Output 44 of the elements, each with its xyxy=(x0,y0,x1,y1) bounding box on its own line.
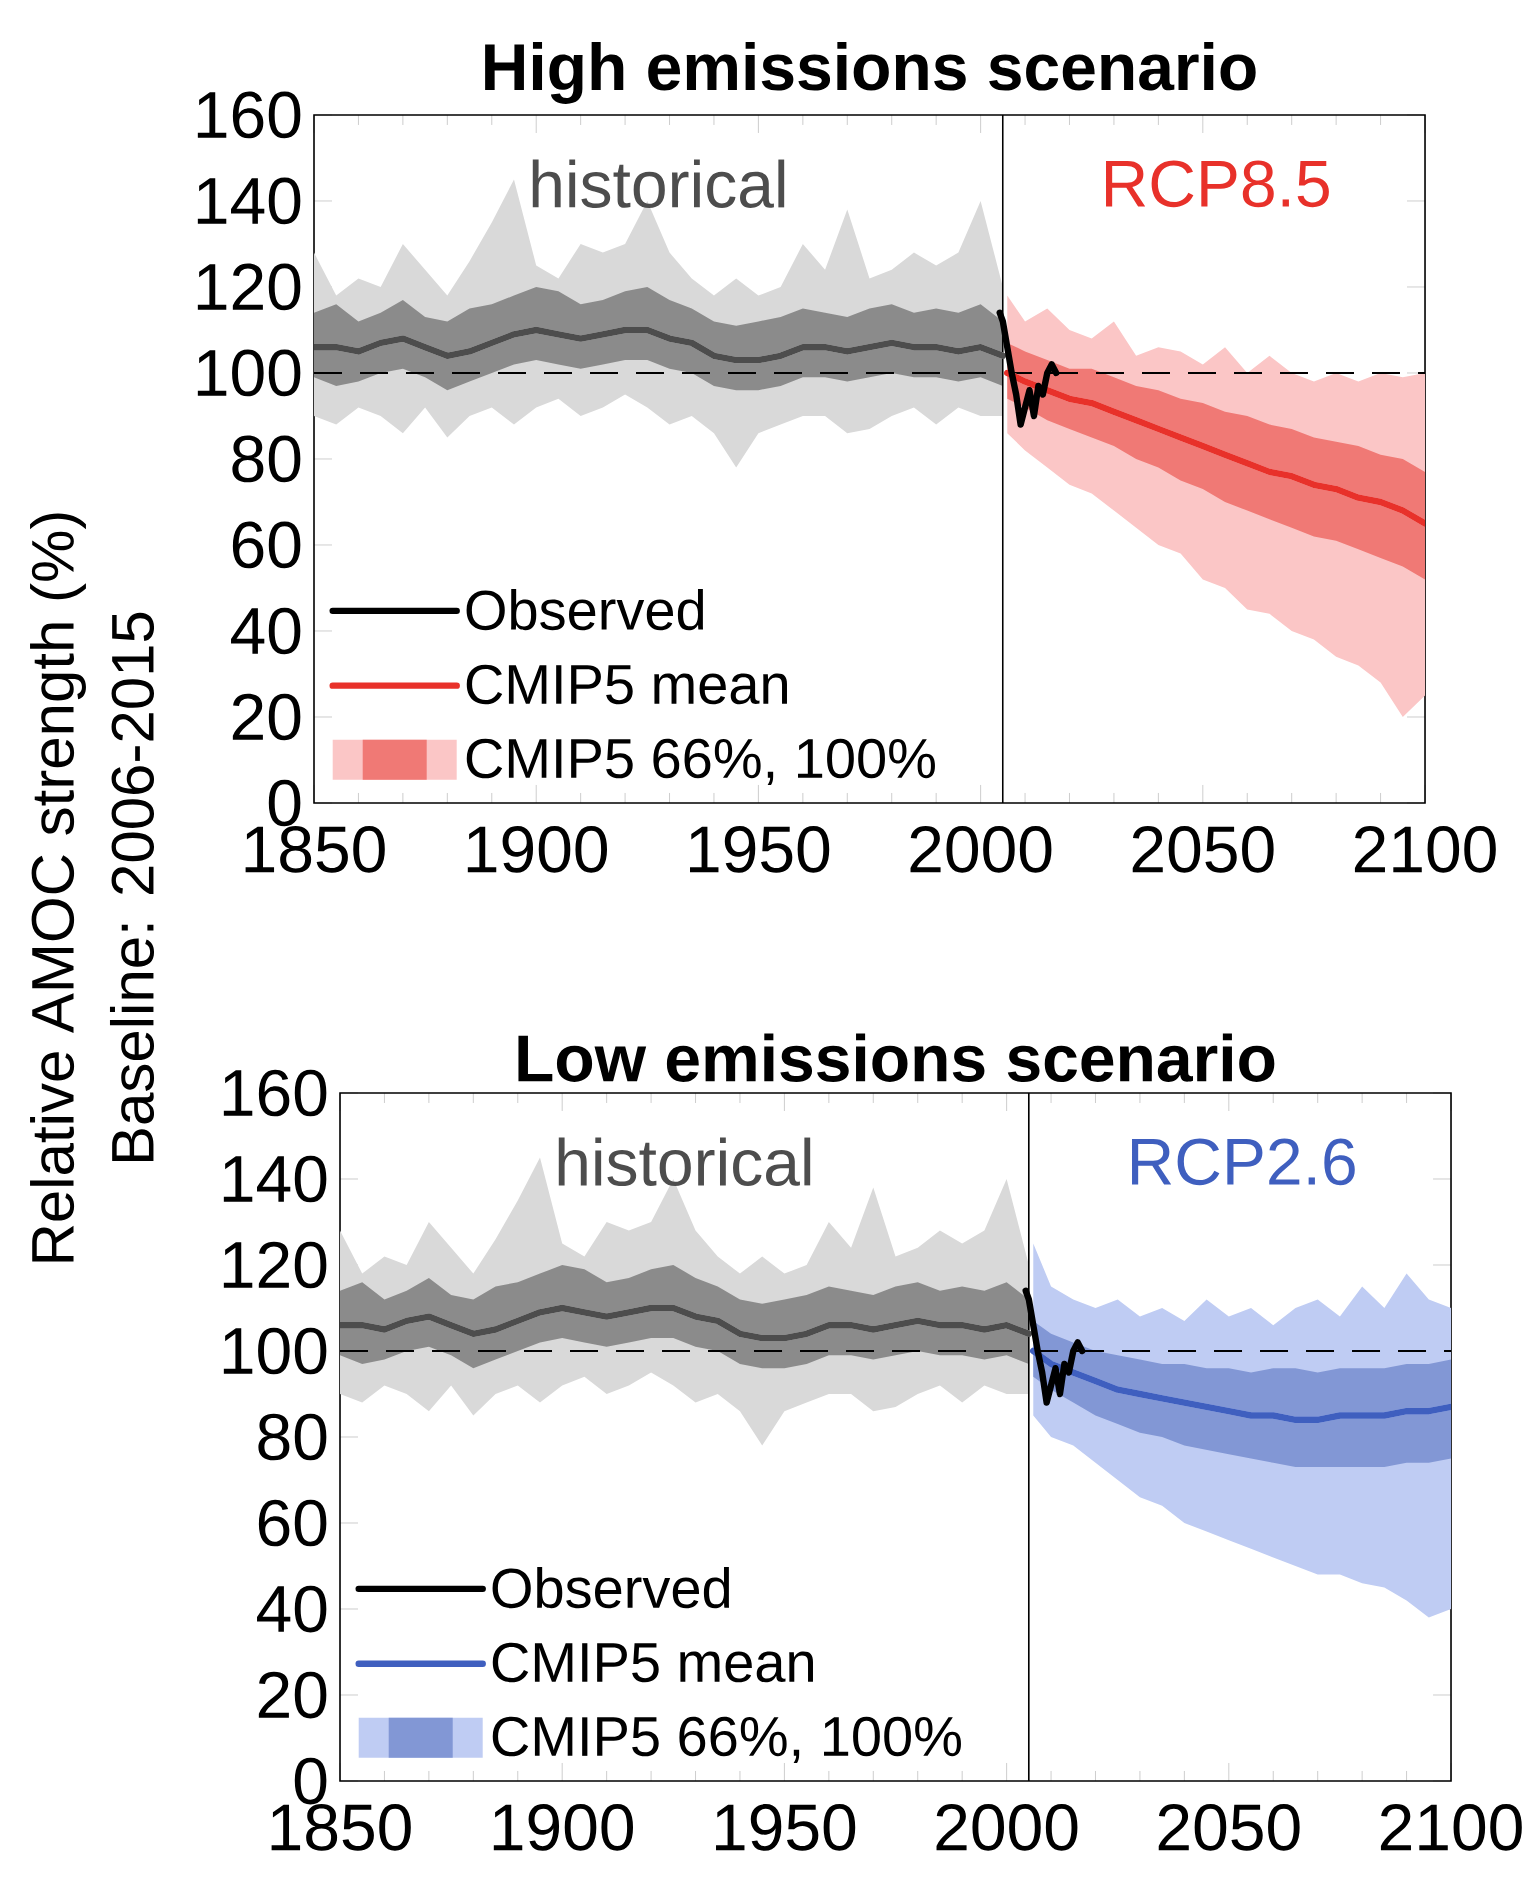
y-tick-label: 160 xyxy=(223,1069,327,1117)
y-tick-label: 140 xyxy=(223,1155,327,1203)
legend-label: Observed xyxy=(466,589,704,631)
y-tick-label: 120 xyxy=(223,1241,327,1289)
legend-label: CMIP5 mean xyxy=(466,664,787,705)
legend-label: Observed xyxy=(492,1567,730,1609)
y-axis-title: Relative AMOC strength (%) xyxy=(30,513,86,1262)
x-tick-label: 1900 xyxy=(493,1804,634,1851)
legend-label: CMIP5 66%, 100% xyxy=(466,738,935,785)
y-tick-label: 100 xyxy=(223,1327,327,1375)
y-tick-label: 160 xyxy=(197,91,301,139)
x-tick-label: 1850 xyxy=(271,1804,411,1851)
x-tick-label: 1950 xyxy=(690,826,830,873)
y-tick-label: 20 xyxy=(232,693,301,741)
x-tick-label: 1950 xyxy=(716,1804,856,1851)
x-tick-label: 2050 xyxy=(1158,1804,1300,1851)
y-tick-label: 40 xyxy=(231,607,301,655)
x-tick-label: 2000 xyxy=(936,1804,1078,1851)
x-tick-label: 2100 xyxy=(1380,1804,1522,1851)
y-axis-title: Baseline: 2006-2015 xyxy=(109,612,155,1162)
annotation: historical xyxy=(532,159,785,209)
annotation: RCP2.6 xyxy=(1132,1138,1355,1186)
y-tick-label: 140 xyxy=(197,177,301,225)
y-tick-label: 60 xyxy=(258,1499,327,1547)
legend-label: CMIP5 66%, 100% xyxy=(492,1716,961,1763)
x-tick-label: 2050 xyxy=(1132,826,1274,873)
y-tick-label: 40 xyxy=(257,1585,327,1633)
chart-title: High emissions scenario xyxy=(485,42,1256,104)
x-tick-label: 2100 xyxy=(1354,826,1496,873)
y-tick-label: 0 xyxy=(294,1757,327,1805)
y-tick-label: 20 xyxy=(258,1671,327,1719)
y-tick-label: 100 xyxy=(197,349,301,397)
x-tick-label: 2000 xyxy=(910,826,1052,873)
annotation: RCP8.5 xyxy=(1106,160,1329,208)
x-tick-label: 1850 xyxy=(245,826,385,873)
y-tick-label: 120 xyxy=(197,263,301,311)
chart-title: Low emissions scenario xyxy=(518,1033,1275,1082)
y-tick-label: 60 xyxy=(232,521,301,569)
annotation: historical xyxy=(558,1137,811,1187)
y-tick-label: 80 xyxy=(232,435,301,483)
y-tick-label: 0 xyxy=(268,779,301,827)
x-tick-label: 1900 xyxy=(467,826,608,873)
legend-label: CMIP5 mean xyxy=(492,1642,813,1683)
y-tick-label: 80 xyxy=(258,1413,327,1461)
